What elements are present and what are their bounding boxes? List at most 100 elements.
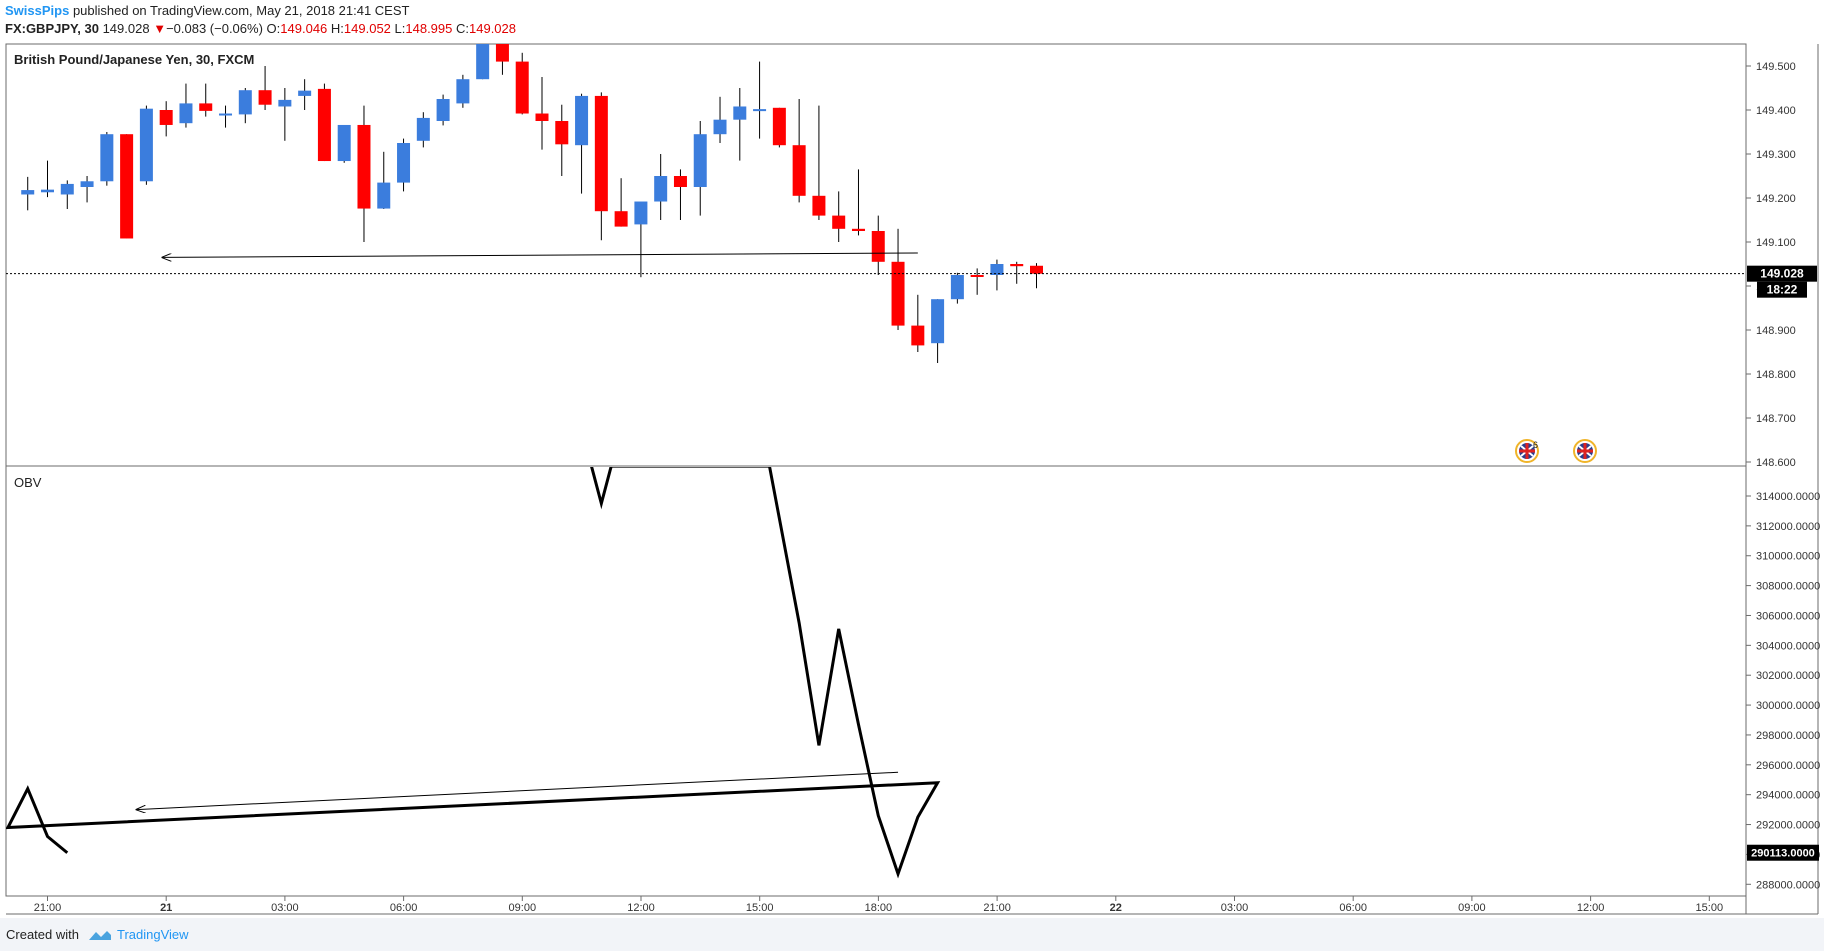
time-tick-label: 03:00 <box>271 902 299 914</box>
candle-body <box>673 176 687 187</box>
tradingview-link[interactable]: TradingView <box>117 927 189 942</box>
candle-body <box>397 143 411 183</box>
price-tick-label: 148.700 <box>1756 413 1796 425</box>
candle-body <box>990 264 1004 275</box>
time-tick-label: 18:00 <box>865 902 893 914</box>
high-label: H: <box>330 21 344 36</box>
candle-body <box>179 103 193 124</box>
obv-tick-label: 292000.0000 <box>1756 820 1820 832</box>
publish-line: SwissPips published on TradingView.com, … <box>5 3 409 18</box>
candle-body <box>772 107 786 146</box>
candle-body <box>317 88 331 162</box>
high-value: 149.052 <box>343 21 391 36</box>
candle-body <box>594 95 608 212</box>
low-label: L: <box>394 21 406 36</box>
time-tick-label: 22 <box>1110 902 1122 914</box>
price-trend-arrow[interactable] <box>162 252 918 257</box>
time-tick-label: 21:00 <box>34 902 62 914</box>
footer: Created with TradingView <box>0 918 1824 951</box>
candle-body <box>515 61 529 114</box>
obv-y-axis: 314000.0000 312000.0000 310000.0000 308000.… <box>1746 491 1820 891</box>
candle-body <box>832 215 846 229</box>
candle-body <box>970 275 984 277</box>
candle-body <box>238 90 252 115</box>
candle-body <box>80 181 94 187</box>
candle-body <box>1030 265 1043 274</box>
price-tick-label: 149.400 <box>1756 105 1796 117</box>
open-value: 149.046 <box>280 21 328 36</box>
low-value: 148.995 <box>405 21 453 36</box>
author-name[interactable]: SwissPips <box>5 3 70 18</box>
candle-body <box>120 134 134 239</box>
obv-tick-label: 302000.0000 <box>1756 670 1820 682</box>
obv-last-value-label: 290113.0000 <box>1751 848 1815 860</box>
time-tick-label: 06:00 <box>1339 902 1367 914</box>
candle-body <box>555 121 569 145</box>
candle-body <box>139 108 153 182</box>
tradingview-logo-icon[interactable] <box>87 928 113 942</box>
candle-body <box>100 134 114 182</box>
candle-body <box>931 299 945 344</box>
obv-tick-label: 288000.0000 <box>1756 879 1820 891</box>
uk-flag-event-icon[interactable] <box>1573 439 1597 463</box>
candle-body <box>753 109 767 112</box>
price-tick-label: 148.900 <box>1756 325 1796 337</box>
obv-tick-label: 296000.0000 <box>1756 760 1820 772</box>
candle-body <box>298 90 312 96</box>
candle-body <box>436 99 450 121</box>
candle-body <box>733 106 747 120</box>
obv-pane-title: OBV <box>14 475 42 490</box>
close-value: 149.028 <box>469 21 516 36</box>
obv-pane-frame <box>5 465 1747 897</box>
last-price-tag: 149.028 18:22 <box>1747 265 1817 298</box>
obv-last-value-tag: 290113.0000 <box>1747 844 1819 861</box>
candle-body <box>693 134 707 187</box>
candle-body <box>713 119 727 135</box>
obv-tick-label: 308000.0000 <box>1756 581 1820 593</box>
uk-flag-event-icon[interactable] <box>1515 439 1539 463</box>
last-price-label: 149.028 <box>1760 267 1804 281</box>
price-change: −0.083 (−0.06%) <box>166 21 263 36</box>
obv-tick-label: 294000.0000 <box>1756 790 1820 802</box>
price-tick-label: 149.200 <box>1756 193 1796 205</box>
event-count-badge: 6 <box>1533 440 1538 450</box>
obv-tick-label: 310000.0000 <box>1756 551 1820 563</box>
candle-body <box>911 325 925 346</box>
candle-body <box>159 110 173 125</box>
time-tick-label: 12:00 <box>627 902 655 914</box>
candle-body <box>575 95 589 146</box>
obv-tick-label: 298000.0000 <box>1756 730 1820 742</box>
price-tick-label: 149.300 <box>1756 149 1796 161</box>
candle-body <box>476 44 490 80</box>
price-tick-label: 149.500 <box>1756 61 1796 73</box>
time-tick-label: 21 <box>160 902 172 914</box>
candle-body <box>278 99 292 107</box>
candle-body <box>1010 264 1024 267</box>
price-y-axis: 149.500149.400149.300149.200149.100149.0… <box>1746 61 1796 469</box>
countdown-label: 18:22 <box>1767 283 1798 297</box>
candle-body <box>891 261 905 326</box>
candle-body <box>792 145 806 196</box>
candle-body <box>199 103 213 111</box>
price-tick-label: 148.800 <box>1756 369 1796 381</box>
time-tick-label: 12:00 <box>1577 902 1605 914</box>
candle-body <box>41 189 54 193</box>
time-x-axis: 21:00 21 03:00 06:00 09:00 12:00 15:00 18:00 21:… <box>34 896 1723 914</box>
candle-body <box>456 79 470 104</box>
candlestick-series <box>21 44 1043 363</box>
close-label: C: <box>456 21 469 36</box>
time-tick-label: 15:00 <box>746 902 774 914</box>
candle-body <box>634 201 648 225</box>
created-with-label: Created with <box>6 927 79 942</box>
open-label: O: <box>266 21 281 36</box>
price-tick-label: 149.100 <box>1756 237 1796 249</box>
symbol-label: FX:GBPJPY, 30 <box>5 21 99 36</box>
candle-body <box>495 44 509 62</box>
candle-body <box>21 190 35 195</box>
candle-body <box>654 176 668 202</box>
candle-body <box>377 182 391 209</box>
chart-area[interactable]: British Pound/Japanese Yen, 30, FXCM OBV… <box>0 0 1824 918</box>
obv-tick-label: 300000.0000 <box>1756 700 1820 712</box>
obv-trend-arrow[interactable] <box>137 771 899 809</box>
time-tick-label: 21:00 <box>983 902 1011 914</box>
